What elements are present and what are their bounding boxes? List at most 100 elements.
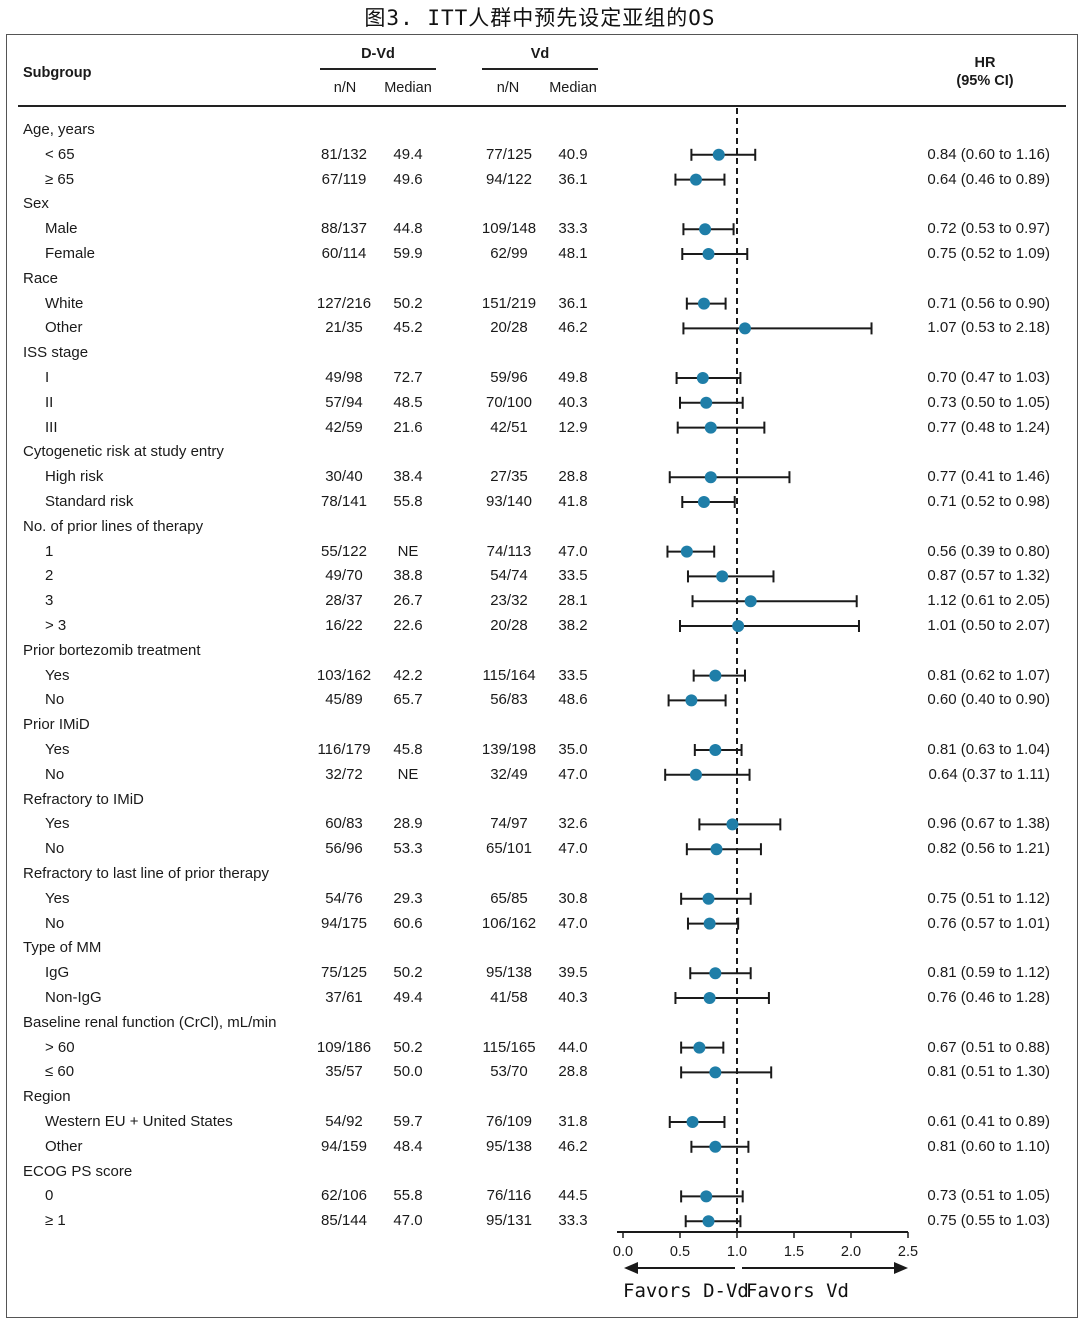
subgroup-heading: No. of prior lines of therapy — [0, 514, 1080, 539]
vd-nn-cell: 70/100 — [486, 393, 532, 411]
favors-dvd-label: Favors D-Vd — [623, 1280, 749, 1302]
vd-median-cell: 46.2 — [558, 319, 588, 337]
hr-ci-cell: 0.56 (0.39 to 0.80) — [927, 542, 1050, 560]
table-row: Western EU + United States 54/92 59.7 76/10… — [0, 1109, 1080, 1134]
vd-median-cell: 47.0 — [558, 914, 588, 932]
vd-median-cell: 33.5 — [558, 567, 588, 585]
table-row: White 127/216 50.2 151/219 36.1 0.71 (0.56 to… — [0, 291, 1080, 316]
table-row: Yes 116/179 45.8 139/198 35.0 0.81 (0.63 to 1… — [0, 737, 1080, 762]
hr-point — [738, 322, 751, 335]
vd-median-cell: 47.0 — [558, 840, 588, 858]
vd-median-cell: 41.8 — [558, 493, 588, 510]
vd-median-cell: 28.8 — [558, 1063, 588, 1081]
subgroup-label: Other — [45, 1137, 83, 1155]
hr-point — [699, 223, 712, 236]
dvd-nn-cell: 56/96 — [325, 840, 363, 858]
hr-point — [704, 471, 717, 484]
subgroup-label: 3 — [45, 592, 54, 610]
hr-point — [703, 917, 716, 930]
hr-point — [696, 372, 709, 384]
x-tick-label: 0.0 — [612, 1244, 634, 1260]
vd-nn-cell: 56/83 — [490, 691, 528, 709]
vd-header-underline — [482, 68, 598, 70]
x-tick-label: 1.5 — [783, 1244, 805, 1260]
vd-median-cell: 38.2 — [558, 617, 588, 634]
vd-nn-cell: 109/148 — [481, 220, 537, 238]
subgroup-label: Western EU + United States — [45, 1113, 233, 1130]
vd-median-cell: 36.1 — [558, 294, 588, 312]
vd-median-cell: 40.3 — [558, 989, 588, 1006]
hr-ci-cell: 0.64 (0.37 to 1.11) — [928, 765, 1050, 783]
subgroup-heading: Cytogenetic risk at study entry — [0, 439, 1080, 464]
dvd-nn-cell: 30/40 — [325, 468, 363, 486]
dvd-median-cell: 42.2 — [393, 666, 423, 684]
subgroup-label: ≥ 65 — [45, 170, 75, 188]
hr-point — [744, 595, 757, 608]
hr-point — [710, 843, 723, 856]
dvd-median-cell: 22.6 — [393, 617, 423, 634]
hr-ci-cell: 0.87 (0.57 to 1.32) — [927, 567, 1050, 585]
hr-point — [697, 297, 710, 310]
table-row: < 65 81/132 49.4 77/125 40.9 0.84 (0.60 to 1.… — [0, 142, 1080, 167]
subgroup-heading: Sex — [0, 191, 1080, 216]
dvd-nn-cell: 67/119 — [321, 170, 367, 188]
dvd-nn-cell: 75/125 — [321, 964, 367, 982]
hr-ci-cell: 0.76 (0.57 to 1.01) — [927, 914, 1050, 932]
header-rule — [18, 105, 1066, 107]
subgroup-label: Baseline renal function (CrCl), mL/min — [23, 1013, 277, 1031]
subgroup-label: No — [45, 840, 65, 858]
hr-ci-cell: 0.81 (0.62 to 1.07) — [927, 666, 1050, 684]
dvd-nn-cell: 45/89 — [325, 691, 363, 709]
dvd-median-cell: 38.8 — [393, 567, 423, 585]
subgroup-label: Other — [45, 319, 83, 337]
vd-median-cell: 44.5 — [558, 1187, 588, 1205]
subgroup-heading: Age, years — [0, 117, 1080, 142]
hr-point — [685, 694, 698, 707]
dvd-nn-cell: 60/114 — [321, 245, 367, 262]
vd-nn-cell: 53/70 — [490, 1063, 528, 1081]
dvd-median-cell: 29.3 — [393, 889, 423, 907]
table-row: Non-IgG 37/61 49.4 41/58 40.3 0.76 (0.46 to 1… — [0, 985, 1080, 1010]
hr-ci-cell: 1.12 (0.61 to 2.05) — [927, 592, 1050, 610]
subgroup-heading: Prior IMiD — [0, 712, 1080, 737]
dvd-header-underline — [320, 68, 436, 70]
dvd-nn-cell: 42/59 — [325, 418, 363, 436]
vd-nn-cell: 115/164 — [482, 666, 536, 684]
subgroup-label: Yes — [45, 666, 70, 684]
hr-point — [709, 669, 722, 682]
hr-ci-cell: 1.07 (0.53 to 2.18) — [927, 319, 1050, 337]
hr-ci-cell: 0.76 (0.46 to 1.28) — [927, 989, 1050, 1006]
table-row: I 49/98 72.7 59/96 49.8 0.70 (0.47 to 1.03) — [0, 365, 1080, 390]
dvd-nn-cell: 16/22 — [325, 617, 363, 634]
hr-point — [686, 1116, 699, 1128]
dvd-median-cell: 65.7 — [393, 691, 423, 709]
vd-median-cell: 31.8 — [558, 1113, 588, 1130]
subgroup-label: Race — [23, 269, 59, 287]
dvd-median-cell: NE — [397, 765, 419, 783]
vd-header: Vd — [530, 46, 550, 62]
vd-median-cell: 33.3 — [558, 220, 588, 238]
hr-ci-cell: 0.84 (0.60 to 1.16) — [927, 145, 1050, 163]
dvd-median-cell: 50.2 — [393, 964, 423, 982]
subgroup-label: < 65 — [45, 145, 75, 163]
subgroup-label: Region — [23, 1088, 71, 1106]
subgroup-label: Prior bortezomib treatment — [23, 641, 201, 659]
subgroup-label: ISS stage — [23, 344, 89, 362]
subgroup-heading: Race — [0, 266, 1080, 291]
dvd-median-cell: 72.7 — [393, 369, 423, 386]
hr-ci-cell: 0.73 (0.51 to 1.05) — [927, 1187, 1050, 1205]
hr-point — [697, 496, 710, 508]
hr-ci-cell: 0.71 (0.56 to 0.90) — [927, 294, 1050, 312]
subgroup-label: ≥ 1 — [45, 1212, 66, 1230]
hr-ci-cell: 0.60 (0.40 to 0.90) — [927, 691, 1050, 709]
vd-nn-cell: 115/165 — [482, 1038, 536, 1056]
subgroup-heading: Region — [0, 1084, 1080, 1109]
vd-median-cell: 32.6 — [558, 815, 588, 833]
dvd-median-cell: 21.6 — [393, 418, 423, 436]
dvd-median-cell: 60.6 — [393, 914, 423, 932]
dvd-nn-cell: 55/122 — [321, 542, 367, 560]
vd-nn-cell: 20/28 — [490, 617, 528, 634]
vd-nn-cell: 74/97 — [490, 815, 528, 833]
table-row: 2 49/70 38.8 54/74 33.5 0.87 (0.57 to 1.32) — [0, 563, 1080, 588]
dvd-nn-cell: 116/179 — [317, 741, 371, 758]
